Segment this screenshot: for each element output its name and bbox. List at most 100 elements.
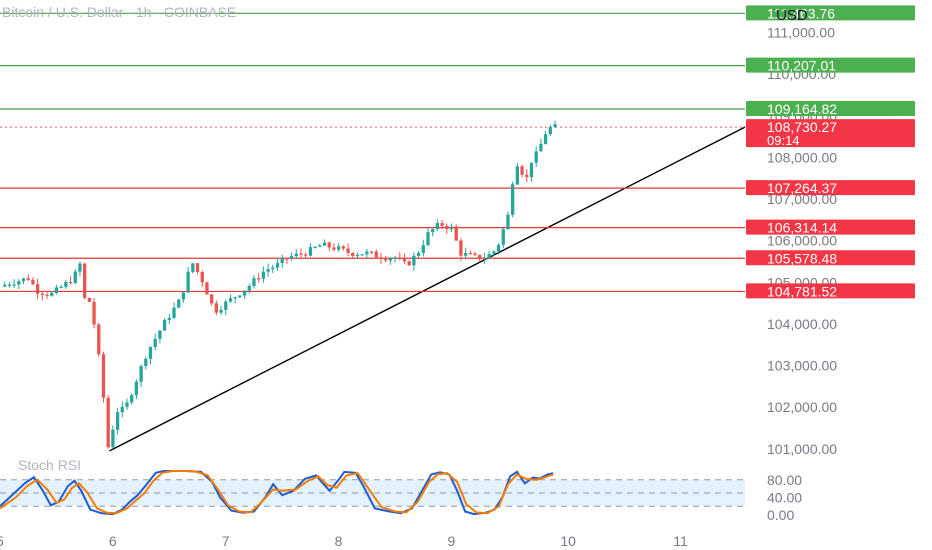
candle-body xyxy=(398,257,402,259)
rsi-tick-label: 40.00 xyxy=(767,489,802,505)
candle-body xyxy=(355,254,360,257)
candle-body xyxy=(266,269,270,272)
candle-body xyxy=(445,225,449,229)
resistance-tag-1-bg xyxy=(746,5,915,21)
candle-body xyxy=(280,258,284,264)
candle-body xyxy=(487,253,491,259)
candle-body xyxy=(92,301,96,325)
candle-body xyxy=(87,297,92,302)
candle-body xyxy=(543,134,548,145)
candle-body xyxy=(64,281,68,287)
candle-body xyxy=(341,246,345,249)
candle-body xyxy=(318,245,322,247)
candle-body xyxy=(539,144,543,152)
candle-body xyxy=(431,229,435,233)
candle-body xyxy=(45,294,49,296)
price-tick-label: 108,000.00 xyxy=(767,149,837,165)
candle-body xyxy=(492,251,496,254)
candle-body xyxy=(468,253,472,255)
price-tick-label: 107,000.00 xyxy=(767,191,837,207)
currency-label[interactable]: USD xyxy=(776,7,808,24)
candle-body xyxy=(12,284,16,286)
x-tick-label: 11 xyxy=(673,533,688,549)
candle-body xyxy=(271,267,275,270)
candle-body xyxy=(101,354,106,398)
candle-body xyxy=(3,284,7,287)
candle-body xyxy=(501,229,505,245)
candle-body xyxy=(228,298,233,302)
resistance-tag-3-bg xyxy=(746,100,915,116)
candle-body xyxy=(327,242,331,248)
candle-body xyxy=(59,286,63,289)
candle-body xyxy=(308,247,313,256)
candle-body xyxy=(322,242,327,246)
rsi-series-d xyxy=(0,470,554,515)
candle-body xyxy=(515,166,520,185)
price-tick-label: 111,000.00 xyxy=(767,25,835,41)
candle-body xyxy=(205,282,209,295)
candle-body xyxy=(233,297,237,299)
candle-body xyxy=(210,294,214,304)
candle-body xyxy=(496,244,501,252)
candle-body xyxy=(285,258,289,260)
candle-body xyxy=(506,214,510,230)
candle-body xyxy=(153,338,157,347)
x-tick-label: 5 xyxy=(0,533,4,549)
support-tag-3-label: 105,578.48 xyxy=(767,250,837,266)
candle-body xyxy=(275,263,280,268)
support-tag-1-bg xyxy=(746,180,915,196)
candle-body xyxy=(426,232,430,246)
candle-body xyxy=(17,281,21,285)
candle-body xyxy=(191,263,195,272)
candle-body xyxy=(459,240,463,256)
support-tag-4-label: 104,781.52 xyxy=(767,283,837,299)
support-tag-1-label: 107,264.37 xyxy=(767,180,837,196)
candle-body xyxy=(478,254,482,260)
candle-body xyxy=(186,271,190,293)
candle-body xyxy=(374,251,378,258)
candle-body xyxy=(214,303,218,313)
candle-body xyxy=(261,271,266,279)
candle-body xyxy=(238,295,242,298)
candle-body xyxy=(482,258,487,260)
candle-body xyxy=(407,261,411,266)
candle-body xyxy=(144,358,148,367)
rsi-tick-label: 80.00 xyxy=(767,472,802,488)
candle-body xyxy=(242,290,247,296)
candle-body xyxy=(125,402,129,407)
candle-body xyxy=(130,395,134,403)
candle-body xyxy=(148,346,153,359)
candle-body xyxy=(511,184,515,215)
candle-body xyxy=(525,174,529,178)
candle-body xyxy=(548,127,552,135)
price-tick-label: 106,000.00 xyxy=(767,233,837,249)
resistance-tag-2-label: 110,207.01 xyxy=(767,58,836,74)
candle-body xyxy=(454,226,458,241)
candle-body xyxy=(257,278,261,280)
candle-body xyxy=(440,223,444,226)
candle-body xyxy=(120,406,124,413)
candle-body xyxy=(336,246,341,250)
candle-body xyxy=(294,253,298,257)
candle-body xyxy=(520,166,524,175)
candle-body xyxy=(473,253,477,255)
candle-body xyxy=(134,381,139,396)
candle-body xyxy=(219,309,223,313)
price-tick-label: 101,000.00 xyxy=(767,441,837,457)
candle-body xyxy=(111,429,115,448)
candle-body xyxy=(388,258,393,261)
rsi-tick-label: 0.00 xyxy=(767,507,794,523)
current-price-tag-countdown: 09:14 xyxy=(767,133,800,148)
candle-body xyxy=(365,251,369,255)
x-tick-label: 8 xyxy=(335,533,343,549)
support-tag-2-bg xyxy=(746,219,915,235)
candle-body xyxy=(78,263,82,272)
candle-body xyxy=(106,397,110,448)
candle-body xyxy=(200,272,204,283)
candle-body xyxy=(167,317,171,320)
candle-body xyxy=(449,226,454,229)
candle-body xyxy=(534,151,538,163)
candle-body xyxy=(26,278,30,280)
